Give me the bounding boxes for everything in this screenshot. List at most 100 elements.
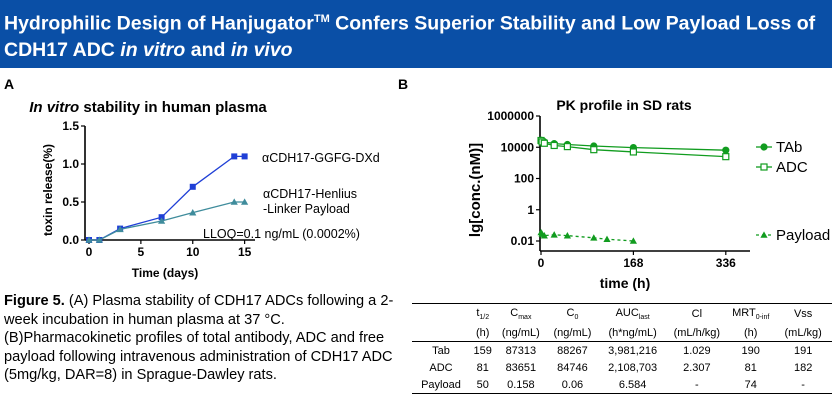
table-row: Payload 50 0.158 0.06 6.584 - 74 - bbox=[412, 376, 832, 394]
panel-b-label: B bbox=[398, 76, 409, 92]
chart-b-data-point bbox=[629, 237, 637, 244]
title-italic-in-vitro: in vitro bbox=[120, 38, 186, 61]
panel-a-label: A bbox=[4, 76, 15, 92]
chart-a-y-tick-label: 0.5 bbox=[62, 195, 79, 209]
chart-b-data-point bbox=[550, 231, 558, 238]
table-header-row-2: (h) (ng/mL) (ng/mL) (h*ng/mL) (mL/h/kg) … bbox=[412, 324, 832, 342]
trademark-mark: TM bbox=[313, 13, 330, 25]
chart-a-x-tick-label: 5 bbox=[138, 245, 145, 259]
chart-a-data-point bbox=[95, 236, 103, 243]
chart-b-x-tick-label: 336 bbox=[716, 256, 736, 270]
table-cell: 0.06 bbox=[546, 376, 599, 394]
chart-b-legend-marker bbox=[760, 143, 768, 151]
title-text-3: and bbox=[185, 38, 231, 61]
banner-title: Hydrophilic Design of HanjugatorTM Confe… bbox=[4, 6, 828, 63]
table-cell: 81 bbox=[744, 361, 757, 374]
chart-a-data-point bbox=[231, 153, 238, 160]
chart-b-data-point bbox=[563, 232, 571, 239]
chart-b-title: PK profile in SD rats bbox=[556, 97, 692, 113]
chart-b-data-point bbox=[603, 235, 611, 243]
table-header-cell: (h) bbox=[727, 324, 775, 342]
table-cell: ADC bbox=[429, 361, 453, 374]
chart-a-xlabel: Time (days) bbox=[132, 266, 198, 280]
chart-a-data-point bbox=[158, 214, 165, 221]
chart-a-y-tick-label: 0.0 bbox=[62, 233, 79, 247]
table-header-cell: (mL/h/kg) bbox=[666, 324, 728, 342]
chart-a-y-tick-label: 1.0 bbox=[62, 157, 79, 171]
table-row: Tab 159 87313 88267 3,981,216 1.029 190 … bbox=[412, 342, 832, 360]
chart-b-data-point bbox=[550, 141, 558, 150]
table-header-cell: (h*ng/mL) bbox=[598, 324, 667, 342]
table-cell: 159 bbox=[473, 344, 492, 357]
table-cell: 182 bbox=[793, 361, 813, 374]
chart-a-title-rest: stability in human plasma bbox=[79, 99, 267, 116]
table-cell: - bbox=[774, 376, 832, 394]
chart-b-y-tick-label: 10000 bbox=[501, 140, 535, 154]
table-header-cell: Cl bbox=[666, 303, 728, 324]
chart-a-data-point bbox=[189, 209, 197, 216]
chart-b-data-point bbox=[629, 148, 637, 156]
chart-b-ylabel: lg[conc.(nM)] bbox=[467, 143, 484, 237]
chart-a-data-point bbox=[158, 217, 166, 224]
chart-a-data-point bbox=[241, 198, 249, 205]
chart-a-title-italic: In vitro bbox=[29, 99, 79, 116]
chart-b-legend-label: TAb bbox=[776, 139, 802, 156]
chart-a-data-point bbox=[85, 236, 93, 243]
table-header-cell: C0 bbox=[546, 303, 599, 324]
table-header-cell: AUClast bbox=[598, 303, 667, 324]
chart-b-data-point bbox=[563, 143, 572, 151]
table-header-cell: (ng/mL) bbox=[546, 324, 599, 342]
table-header-cell: (h) bbox=[469, 324, 496, 342]
table-header-row-1: t1/2 Cmax C0 AUClast Cl MRT0-inf Vss bbox=[412, 303, 832, 324]
chart-b-legend-label: ADC bbox=[776, 159, 808, 176]
figure-caption: Figure 5. (A) Plasma stability of CDH17 … bbox=[4, 292, 400, 385]
chart-a-data-point bbox=[230, 198, 238, 205]
table-header-cell bbox=[412, 303, 470, 324]
table-cell: 2,108,703 bbox=[608, 361, 658, 374]
chart-b-data-point bbox=[540, 139, 548, 147]
table-cell: 190 bbox=[741, 344, 760, 357]
caption-text: (A) Plasma stability of CDH17 ADCs follo… bbox=[4, 293, 394, 384]
table-header-cell: MRT0-inf bbox=[727, 303, 775, 324]
table-header-cell: Cmax bbox=[495, 303, 547, 324]
table-cell: - bbox=[666, 376, 728, 394]
table-cell: 1.029 bbox=[683, 344, 711, 357]
chart-b-y-tick-label: 0.01 bbox=[511, 234, 535, 248]
chart-a-title: In vitro stability in human plasma bbox=[29, 99, 267, 116]
chart-b-pk-profile: PK profile in SD rats 0 168 336 0.01 1 100 100… bbox=[467, 97, 830, 291]
chart-b-data-point bbox=[722, 146, 730, 154]
chart-a-series-label: αCDH17-GGFG-DXd bbox=[262, 151, 380, 165]
chart-b-x-tick-label: 0 bbox=[538, 256, 545, 270]
chart-a-annotation: LLOQ=0.1 ng/mL (0.0002%) bbox=[203, 227, 360, 241]
chart-a-x-tick-label: 10 bbox=[186, 245, 200, 259]
chart-b-data-point bbox=[722, 153, 730, 161]
chart-a-data-point bbox=[189, 183, 196, 190]
table-cell: 3,981,216 bbox=[608, 344, 658, 357]
table-cell: 81 bbox=[476, 361, 489, 374]
table-cell: 50 bbox=[469, 376, 496, 394]
table-cell: 88267 bbox=[557, 344, 588, 357]
pk-parameter-table: t1/2 Cmax C0 AUClast Cl MRT0-inf Vss (h)… bbox=[412, 303, 832, 394]
chart-b-y-tick-label: 100 bbox=[514, 172, 534, 186]
chart-a-data-point bbox=[116, 225, 124, 233]
chart-b-y-tick-label: 1 bbox=[527, 203, 534, 217]
table-cell: 0.158 bbox=[495, 376, 547, 394]
table-row: ADC 81 83651 84746 2,108,703 2.307 81 18… bbox=[412, 359, 832, 376]
title-text-2: Confers Superior Stability and Low Paylo… bbox=[4, 12, 816, 61]
chart-a-plasma-stability: In vitro stability in human plasma 0 5 10 1… bbox=[29, 99, 380, 280]
table-cell: 191 bbox=[793, 344, 813, 357]
table-header-cell: (ng/mL) bbox=[495, 324, 547, 342]
table-cell: Tab bbox=[432, 344, 450, 357]
table-cell: 2.307 bbox=[683, 361, 711, 374]
chart-b-legend-label: Payload bbox=[776, 227, 830, 244]
chart-b-legend-marker bbox=[760, 163, 768, 171]
table-header-cell: (mL/kg) bbox=[774, 324, 832, 342]
chart-b-data-point bbox=[540, 232, 548, 239]
caption-figure-label: Figure 5. bbox=[4, 293, 65, 309]
table-cell: 84746 bbox=[557, 361, 588, 374]
table-cell: 74 bbox=[727, 376, 775, 394]
chart-b-data-point bbox=[590, 234, 598, 241]
chart-b-y-tick-label: 1000000 bbox=[487, 109, 534, 123]
chart-b-xlabel: time (h) bbox=[600, 275, 651, 291]
chart-a-series-label: αCDH17-Henlius bbox=[263, 187, 357, 201]
